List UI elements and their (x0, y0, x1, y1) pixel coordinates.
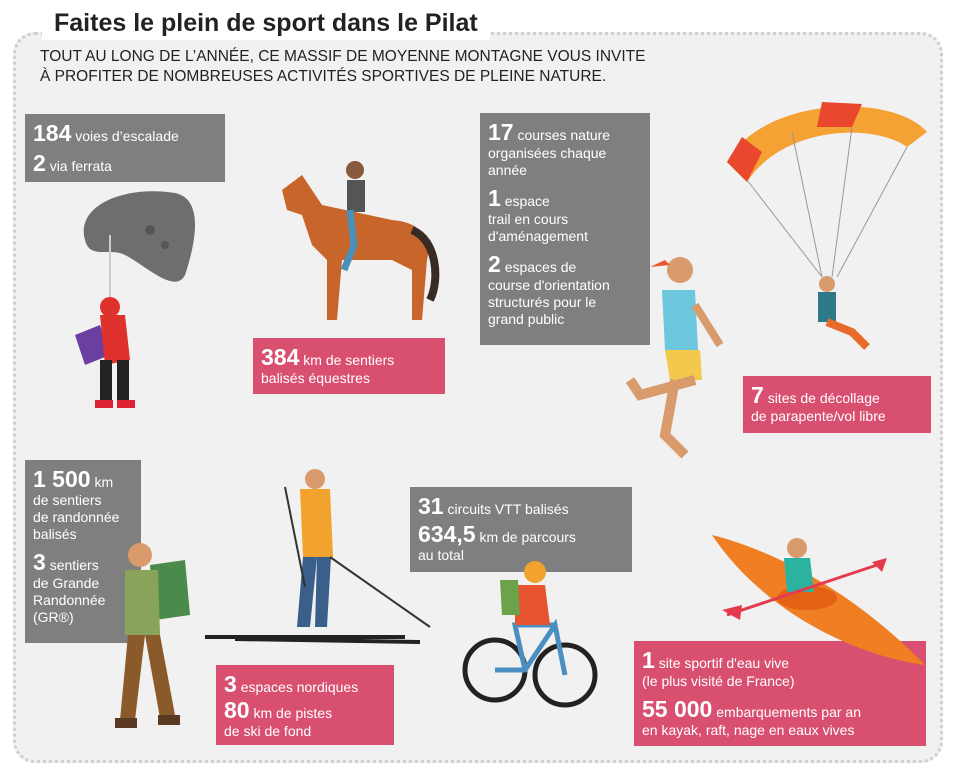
gr-label-1: sentiers (49, 557, 99, 573)
boardings-label: embarquements par an (716, 704, 862, 720)
climbing-stats-box: 184 voies d’escalade 2 via ferrata (25, 114, 225, 182)
paraglider-illustration (727, 102, 927, 350)
nordic-spaces-count: 3 (224, 671, 237, 697)
trail-space-label-2: trail en cours (488, 211, 569, 227)
mtb-km-label-2: au total (418, 547, 464, 563)
equestrian-km-label: km de sentiers (303, 352, 395, 368)
climbing-routes-label: voies d’escalade (75, 128, 179, 144)
via-ferrata-count: 2 (33, 150, 46, 176)
gr-label-4: (GR®) (33, 609, 74, 625)
hiking-label-1: de sentiers (33, 492, 102, 508)
orienteering-label-2: course d'orientation (488, 277, 610, 293)
nature-races-label-2: organisées chaque (488, 145, 607, 161)
hiking-label-2: de randonnée (33, 509, 120, 525)
climber-illustration (75, 191, 195, 408)
trail-space-label-3: d'aménagement (488, 228, 588, 244)
mtb-stats-box: 31 circuits VTT balisés 634,5 km de parc… (410, 487, 632, 572)
mtb-circuits-label: circuits VTT balisés (447, 501, 569, 517)
orienteering-label-4: grand public (488, 311, 565, 327)
gr-label-3: Randonnée (33, 592, 106, 608)
subtitle-line-2: À PROFITER DE NOMBREUSES ACTIVITÉS SPORT… (40, 68, 607, 85)
gr-trails-count: 3 (33, 549, 46, 575)
trail-space-label: espace (504, 193, 550, 209)
paragliding-stats-box: 7 sites de décollage de parapente/vol li… (743, 376, 931, 433)
hiker-illustration (115, 543, 190, 728)
page-title: Faites le plein de sport dans le Pilat (42, 6, 490, 40)
kayaker-illustration (712, 535, 925, 665)
cyclist-illustration (462, 561, 598, 708)
orienteering-label: espaces de (504, 259, 577, 275)
mtb-circuits-count: 31 (418, 493, 444, 519)
equestrian-label-2: balisés équestres (261, 370, 370, 386)
hiking-km-count: 1 500 (33, 466, 91, 492)
paragliding-label: sites de décollage (767, 390, 880, 406)
paragliding-count: 7 (751, 382, 764, 408)
ski-km-count: 80 (224, 697, 250, 723)
equestrian-km-count: 384 (261, 344, 300, 370)
via-ferrata-label: via ferrata (49, 158, 112, 174)
gr-label-2: de Grande (33, 575, 100, 591)
runner-illustration (625, 257, 724, 459)
trail-space-count: 1 (488, 185, 501, 211)
hiking-km-unit: km (94, 474, 114, 490)
ski-km-label-2: de ski de fond (224, 723, 312, 739)
orienteering-label-3: structurés pour le (488, 294, 597, 310)
climbing-routes-count: 184 (33, 120, 72, 146)
whitewater-site-label: site sportif d'eau vive (658, 655, 789, 671)
orienteering-count: 2 (488, 251, 501, 277)
boardings-count: 55 000 (642, 696, 713, 722)
whitewater-stats-box: 1 site sportif d'eau vive (le plus visit… (634, 641, 926, 746)
equestrian-stats-box: 384 km de sentiers balisés équestres (253, 338, 445, 394)
trail-stats-box: 17 courses nature organisées chaque anné… (480, 113, 650, 345)
nordic-spaces-label: espaces nordiques (240, 679, 359, 695)
nature-races-label-3: année (488, 162, 527, 178)
nordic-stats-box: 3 espaces nordiques 80 km de pistes de s… (216, 665, 394, 745)
boardings-label-2: en kayak, raft, nage en eaux vives (642, 722, 855, 738)
hiking-label-3: balisés (33, 526, 77, 542)
mtb-km-count: 634,5 (418, 521, 476, 547)
mtb-km-label: km de parcours (479, 529, 576, 545)
whitewater-site-count: 1 (642, 647, 655, 673)
horse-rider-illustration (282, 161, 440, 320)
subtitle-line-1: TOUT AU LONG DE L’ANNÉE, CE MASSIF DE MO… (40, 48, 646, 65)
nature-races-count: 17 (488, 119, 514, 145)
paragliding-label-2: de parapente/vol libre (751, 408, 886, 424)
ski-km-label: km de pistes (253, 705, 333, 721)
whitewater-site-label-2: (le plus visité de France) (642, 673, 795, 689)
nature-races-label: courses nature (517, 127, 611, 143)
skier-illustration (205, 469, 431, 644)
subtitle: TOUT AU LONG DE L’ANNÉE, CE MASSIF DE MO… (40, 47, 760, 87)
hiking-stats-box: 1 500 km de sentiers de randonnée balisé… (25, 460, 141, 643)
